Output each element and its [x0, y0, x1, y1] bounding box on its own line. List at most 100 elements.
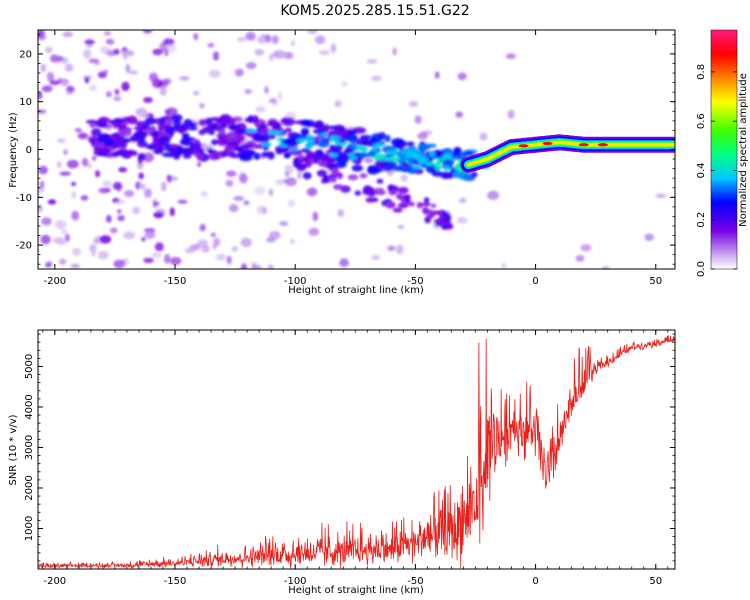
spectrogram-speckle [163, 38, 175, 46]
spectrogram-speckle [137, 111, 148, 119]
spectrogram-speckle [434, 71, 440, 79]
spectrogram-blob [129, 135, 139, 142]
spectrogram-hotspot [578, 143, 589, 147]
spectrogram-speckle [84, 39, 95, 45]
spectrogram-speckle [240, 263, 248, 269]
spectrogram-speckle [208, 69, 221, 78]
snr-ytick-label: 2000 [24, 475, 35, 500]
spectrogram-speckle [233, 196, 245, 201]
spectrogram-speckle [197, 239, 209, 247]
spectrogram-speckle [144, 230, 156, 239]
spectrogram-blob [365, 197, 376, 203]
spectrogram-speckle [39, 180, 45, 189]
spectrogram-speckle [210, 232, 216, 237]
spectrogram-speckle [98, 187, 110, 194]
spectrogram-speckle [254, 186, 266, 195]
spectrogram-blob [316, 169, 328, 177]
spectrogram-blob [396, 193, 404, 200]
snr-panel: -200 -150 -100 -50 0 50 1000 2000 3000 4000 5000 H… [8, 329, 676, 596]
spectrogram-blob [333, 124, 344, 132]
spectrogram-blob [221, 149, 230, 157]
snr-xtick-label: 0 [532, 576, 538, 587]
spectrogram-speckle [256, 205, 266, 215]
spectrogram-speckle [92, 155, 97, 161]
spectrogram-blob [431, 171, 443, 177]
spectrogram-blob [196, 152, 203, 161]
spectrogram-speckle [266, 236, 276, 243]
spectrogram-speckle [59, 171, 72, 176]
spectrogram-speckle [84, 77, 90, 84]
spectrogram-blob [267, 121, 275, 127]
spectrogram-speckle [255, 106, 266, 113]
spectrogram-speckle [330, 43, 337, 53]
spectrogram-speckle [103, 31, 112, 36]
spectrogram-speckle [112, 181, 123, 190]
spectrogram-speckle [580, 244, 592, 252]
spectrogram-speckle [143, 257, 154, 263]
spectrogram-speckle [138, 172, 144, 180]
spectrogram-speckle [278, 50, 287, 59]
spectrogram-blob [373, 167, 384, 173]
spectrogram-blob [347, 129, 357, 135]
spectrogram-blob [344, 148, 355, 154]
spectrogram-blob [137, 153, 146, 161]
spectrogram-speckle [59, 258, 67, 265]
spectrogram-speckle [87, 162, 92, 169]
spectrogram-blob [304, 160, 312, 168]
spectrogram-blob [443, 164, 451, 171]
spectrogram-xtick-label: -200 [43, 276, 66, 287]
spectrogram-blob [97, 134, 104, 144]
spectrogram-speckle [239, 173, 248, 184]
spectrogram-blob [312, 121, 324, 129]
spectrogram-blob [426, 209, 434, 215]
spectrogram-speckle [341, 81, 348, 87]
spectrogram-blob [367, 190, 376, 197]
spectrogram-xtick-label: -100 [284, 276, 307, 287]
spectrogram-speckle [307, 30, 318, 35]
spectrogram-speckle [38, 204, 43, 213]
spectrogram-speckle [122, 50, 128, 61]
spectrogram-blob [388, 189, 398, 196]
snr-ylabel: SNR (10 * v/v) [8, 414, 19, 485]
spectrogram-blob [435, 162, 442, 172]
spectrogram-speckle [397, 224, 405, 230]
spectrogram-peak [330, 137, 337, 142]
spectrogram-speckle [57, 160, 62, 169]
spectrogram-speckle [46, 71, 55, 82]
spectrogram-speckle [106, 49, 117, 57]
spectrogram-speckle [366, 59, 378, 64]
spectrogram-blob [236, 133, 245, 142]
spectrogram-xtick-label: 0 [532, 276, 538, 287]
spectrogram-peak [373, 143, 384, 147]
spectrogram-speckle [151, 252, 162, 258]
colorbar-tick-label: 0.8 [696, 64, 707, 80]
spectrogram-blob [453, 170, 462, 179]
spectrogram-speckle [114, 88, 120, 96]
spectrogram-blob [193, 139, 201, 145]
spectrogram-speckle [105, 91, 112, 98]
spectrogram-speckle [71, 181, 77, 187]
spectrogram-blob [100, 148, 111, 154]
spectrogram-blob [158, 136, 171, 144]
spectrogram-blob [359, 173, 368, 179]
spectrogram-speckle [455, 111, 464, 118]
spectrogram-peak [319, 132, 329, 137]
spectrogram-blob [328, 176, 337, 183]
spectrogram-blob [319, 161, 328, 166]
spectrogram-blob [183, 137, 196, 142]
spectrogram-speckle [47, 199, 57, 205]
spectrogram-blob [331, 167, 339, 175]
spectrogram-speckle [116, 209, 122, 214]
spectrogram-speckle [334, 100, 342, 108]
spectrogram-speckle [371, 255, 381, 261]
spectrogram-speckle [66, 159, 79, 169]
spectrogram-blob [170, 114, 183, 122]
spectrogram-speckle [306, 187, 318, 197]
spectrogram-speckle [487, 190, 500, 200]
spectrogram-blob [182, 153, 192, 159]
spectrogram-speckle [575, 255, 585, 262]
spectrogram-speckle [200, 191, 209, 197]
spectrogram-blob [113, 117, 126, 124]
snr-series-line [38, 334, 675, 569]
spectrogram-blob [217, 127, 226, 135]
